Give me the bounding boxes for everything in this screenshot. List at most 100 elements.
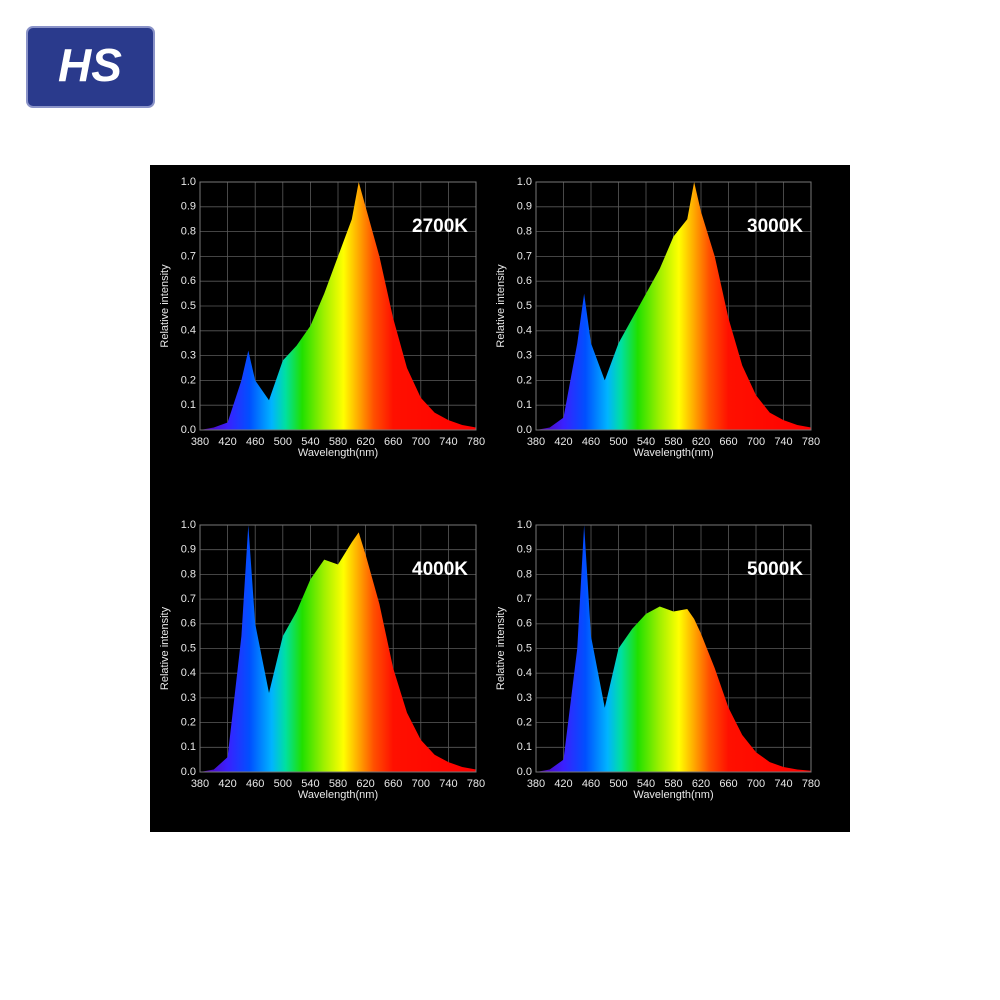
y-tick-label: 0.9 — [517, 201, 532, 213]
y-tick-label: 0.8 — [181, 226, 196, 238]
y-tick-label: 0.6 — [181, 275, 196, 287]
x-tick-label: 460 — [246, 436, 264, 448]
chart-title: 5000K — [747, 559, 803, 580]
y-tick-label: 0.7 — [517, 593, 532, 605]
y-tick-label: 1.0 — [181, 176, 196, 188]
y-tick-label: 0.7 — [181, 250, 196, 262]
x-tick-label: 460 — [246, 778, 264, 790]
chart-title: 4000K — [412, 559, 468, 580]
x-tick-label: 780 — [467, 778, 485, 790]
chart-title: 2700K — [412, 216, 468, 237]
x-axis-label: Wavelength(nm) — [633, 447, 713, 459]
y-tick-label: 1.0 — [517, 176, 532, 188]
y-tick-label: 0.5 — [517, 642, 532, 654]
y-tick-label: 0.2 — [517, 717, 532, 729]
y-tick-label: 1.0 — [517, 519, 532, 531]
y-tick-label: 0.3 — [181, 692, 196, 704]
y-axis-label: Relative intensity — [495, 264, 507, 348]
y-tick-label: 0.1 — [181, 399, 196, 411]
x-tick-label: 700 — [412, 778, 430, 790]
y-tick-label: 0.2 — [517, 374, 532, 386]
y-tick-label: 0.8 — [517, 568, 532, 580]
x-tick-label: 620 — [692, 436, 710, 448]
y-tick-label: 0.3 — [517, 350, 532, 362]
x-tick-label: 380 — [191, 778, 209, 790]
x-tick-label: 780 — [802, 436, 820, 448]
y-tick-label: 0.5 — [181, 300, 196, 312]
x-tick-label: 420 — [218, 436, 236, 448]
x-axis-label: Wavelength(nm) — [633, 789, 713, 801]
x-tick-label: 780 — [467, 436, 485, 448]
spectrum-area — [536, 525, 811, 772]
x-tick-label: 500 — [609, 436, 627, 448]
x-tick-label: 580 — [329, 778, 347, 790]
y-tick-label: 0.8 — [517, 226, 532, 238]
x-tick-label: 380 — [527, 436, 545, 448]
x-tick-label: 420 — [554, 778, 572, 790]
x-tick-label: 540 — [301, 778, 319, 790]
y-tick-label: 0.1 — [517, 741, 532, 753]
y-tick-label: 0.5 — [517, 300, 532, 312]
x-tick-label: 540 — [301, 436, 319, 448]
x-tick-label: 740 — [774, 778, 792, 790]
x-tick-label: 380 — [527, 778, 545, 790]
plot-frame — [199, 181, 477, 431]
x-tick-label: 700 — [747, 436, 765, 448]
x-tick-label: 500 — [274, 778, 292, 790]
y-tick-label: 0.4 — [181, 667, 196, 679]
spectrum-area — [200, 525, 476, 772]
y-tick-label: 0.3 — [517, 692, 532, 704]
y-tick-label: 0.7 — [181, 593, 196, 605]
x-tick-label: 660 — [719, 778, 737, 790]
x-tick-label: 620 — [356, 436, 374, 448]
x-axis-label: Wavelength(nm) — [298, 789, 378, 801]
plot-frame — [535, 181, 812, 431]
y-tick-label: 1.0 — [181, 519, 196, 531]
x-tick-label: 500 — [609, 778, 627, 790]
y-tick-label: 0.2 — [181, 717, 196, 729]
y-tick-label: 0.9 — [181, 201, 196, 213]
x-tick-label: 700 — [412, 436, 430, 448]
x-tick-label: 540 — [637, 436, 655, 448]
chart-title: 3000K — [747, 216, 803, 237]
x-tick-label: 460 — [582, 778, 600, 790]
y-axis-label: Relative intensity — [159, 606, 171, 690]
x-tick-label: 660 — [384, 778, 402, 790]
x-tick-label: 580 — [664, 436, 682, 448]
x-tick-label: 740 — [439, 436, 457, 448]
x-tick-label: 620 — [692, 778, 710, 790]
y-tick-label: 0.4 — [517, 667, 532, 679]
y-tick-label: 0.0 — [181, 766, 196, 778]
x-tick-label: 420 — [218, 778, 236, 790]
y-tick-label: 0.5 — [181, 642, 196, 654]
x-tick-label: 740 — [439, 778, 457, 790]
x-tick-label: 580 — [329, 436, 347, 448]
spectrum-area — [536, 182, 811, 430]
y-tick-label: 0.3 — [181, 350, 196, 362]
y-tick-label: 0.6 — [181, 618, 196, 630]
y-tick-label: 0.4 — [517, 325, 532, 337]
y-tick-label: 0.0 — [517, 424, 532, 436]
x-tick-label: 620 — [356, 778, 374, 790]
x-tick-label: 420 — [554, 436, 572, 448]
x-tick-label: 460 — [582, 436, 600, 448]
x-tick-label: 700 — [747, 778, 765, 790]
x-tick-label: 500 — [274, 436, 292, 448]
x-tick-label: 580 — [664, 778, 682, 790]
y-tick-label: 0.0 — [181, 424, 196, 436]
y-tick-label: 0.6 — [517, 618, 532, 630]
logo-text: HS — [58, 39, 122, 91]
logo-badge — [26, 26, 155, 108]
y-tick-label: 0.2 — [181, 374, 196, 386]
x-tick-label: 380 — [191, 436, 209, 448]
y-tick-label: 0.4 — [181, 325, 196, 337]
y-tick-label: 0.1 — [181, 741, 196, 753]
y-tick-label: 0.7 — [517, 250, 532, 262]
plot-frame — [535, 524, 812, 773]
x-tick-label: 780 — [802, 778, 820, 790]
spectrum-area — [200, 182, 476, 430]
x-tick-label: 660 — [719, 436, 737, 448]
plot-frame — [199, 524, 477, 773]
